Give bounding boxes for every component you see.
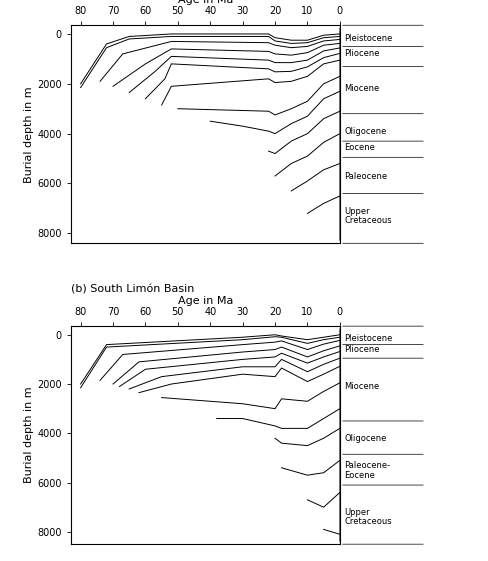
Text: Paleocene-
Eocene: Paleocene- Eocene — [344, 461, 389, 480]
Text: Pleistocene: Pleistocene — [344, 334, 391, 343]
Text: Miocene: Miocene — [344, 84, 379, 93]
Text: Pliocene: Pliocene — [344, 49, 379, 58]
Text: Oligocene: Oligocene — [344, 434, 386, 443]
Text: (b) South Limón Basin: (b) South Limón Basin — [71, 284, 194, 294]
Text: Upper
Cretaceous: Upper Cretaceous — [344, 206, 391, 225]
Y-axis label: Burial depth in m: Burial depth in m — [24, 86, 34, 182]
X-axis label: Age in Ma: Age in Ma — [177, 296, 233, 306]
Text: Pliocene: Pliocene — [344, 345, 379, 354]
Y-axis label: Burial depth in m: Burial depth in m — [24, 387, 34, 484]
Text: Oligocene: Oligocene — [344, 127, 386, 136]
X-axis label: Age in Ma: Age in Ma — [177, 0, 233, 6]
Text: Miocene: Miocene — [344, 382, 379, 391]
Text: Upper
Cretaceous: Upper Cretaceous — [344, 508, 391, 526]
Text: Eocene: Eocene — [344, 143, 374, 152]
Text: Pleistocene: Pleistocene — [344, 34, 391, 43]
Text: Paleocene: Paleocene — [344, 172, 386, 181]
